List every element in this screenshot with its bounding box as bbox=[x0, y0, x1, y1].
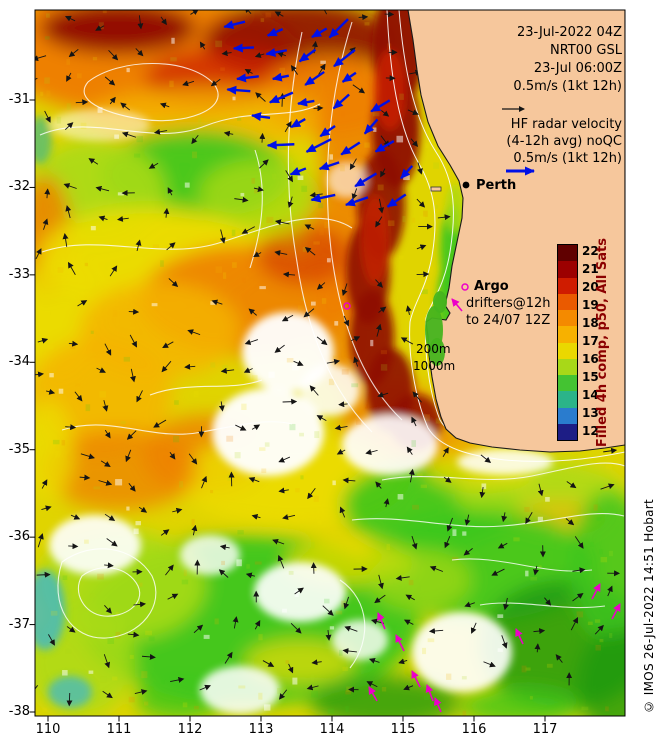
colorbar-segment bbox=[558, 375, 577, 392]
current-vector-arrows-layer bbox=[35, 10, 621, 707]
y-tick-label: -32 bbox=[8, 179, 30, 195]
colorbar-segment bbox=[558, 293, 577, 310]
drifter-arrow-icon bbox=[425, 684, 434, 702]
cape-vegetation-patch bbox=[433, 291, 447, 313]
isobath-200m-label: 200m bbox=[416, 342, 451, 356]
drifter-arrow-icon bbox=[368, 686, 378, 702]
x-tick-label: 114 bbox=[319, 722, 345, 737]
y-tick-label: -37 bbox=[8, 616, 30, 632]
colorbar-segment bbox=[558, 391, 577, 408]
colorbar-segment bbox=[558, 423, 577, 440]
colorbar-tick-label: 15 bbox=[582, 370, 599, 384]
sst-speckle-layer bbox=[39, 10, 613, 716]
y-tick-label: -38 bbox=[8, 704, 30, 719]
y-tick-label: -35 bbox=[8, 441, 30, 457]
drifter-arrow-icon bbox=[395, 634, 405, 652]
colorbar-tick-label: 16 bbox=[582, 352, 599, 366]
rottnest-island bbox=[430, 186, 442, 192]
argo-legend-marker-icon bbox=[461, 283, 469, 291]
hf-radar-arrows-layer bbox=[223, 18, 414, 208]
drifter-arrow-icon bbox=[377, 612, 386, 630]
hf-radar-label-1: HF radar velocity bbox=[510, 117, 622, 132]
composite-time-label: 23-Jul-2022 04Z bbox=[517, 25, 622, 40]
sst-colorbar bbox=[557, 244, 578, 441]
hf-radar-label-2: (4-12h avg) noQC bbox=[506, 134, 622, 149]
isobath-1000m-label: 1000m bbox=[413, 359, 456, 373]
colorbar-segment bbox=[558, 358, 577, 375]
x-tick-label: 117 bbox=[532, 722, 558, 737]
x-tick-label: 112 bbox=[177, 722, 203, 737]
cape-vegetation-patch bbox=[429, 338, 445, 366]
x-tick-label: 115 bbox=[390, 722, 416, 737]
colorbar-tick-label: 22 bbox=[582, 244, 599, 258]
colorbar-tick-label: 21 bbox=[582, 262, 599, 276]
model-scale-label: 0.5m/s (1kt 12h) bbox=[513, 79, 622, 94]
y-tick-label: -36 bbox=[8, 529, 30, 545]
colorbar-tick-label: 14 bbox=[582, 388, 599, 402]
drifters-legend-date: to 24/07 12Z bbox=[466, 313, 551, 328]
y-tick-label: -33 bbox=[8, 266, 30, 282]
colorbar-segment bbox=[558, 261, 577, 278]
y-tick-label: -34 bbox=[8, 354, 30, 370]
timestamp-block: 23-Jul-2022 04Z NRT00 GSL 23-Jul 06:00Z … bbox=[513, 24, 622, 96]
perth-city-marker-icon bbox=[462, 181, 470, 189]
colorbar-tick-label: 20 bbox=[582, 280, 599, 294]
drifter-arrow-icon bbox=[451, 298, 463, 312]
hf-radar-block: HF radar velocity (4-12h avg) noQC 0.5m/… bbox=[506, 116, 622, 167]
drifter-argo-layer bbox=[343, 181, 621, 713]
colorbar-tick-label: 19 bbox=[582, 298, 599, 312]
drifter-arrow-icon bbox=[411, 670, 421, 688]
colorbar-segment bbox=[558, 277, 577, 294]
argo-legend-label: Argo bbox=[474, 279, 509, 294]
colorbar-segment bbox=[558, 326, 577, 343]
isobath-1000m-contour bbox=[386, 10, 625, 462]
drifter-arrow-icon bbox=[434, 697, 442, 713]
model-name-label: NRT00 GSL bbox=[550, 43, 622, 58]
drifter-arrow-icon bbox=[515, 628, 524, 645]
x-tick-label: 113 bbox=[248, 722, 274, 737]
y-tick-label: -31 bbox=[8, 92, 30, 107]
hf-radar-scale-label: 0.5m/s (1kt 12h) bbox=[513, 151, 622, 166]
drifter-arrow-icon bbox=[611, 603, 621, 620]
plot-frame bbox=[34, 9, 626, 717]
colorbar-segment bbox=[558, 342, 577, 359]
x-tick-label: 110 bbox=[35, 722, 61, 737]
colorbar-tick-label: 18 bbox=[582, 316, 599, 330]
colorbar-tick-label: 12 bbox=[582, 424, 599, 438]
colorbar-label: Filled 4h comp, p50, All Sats bbox=[595, 237, 610, 448]
colorbar-label-wrap: Filled 4h comp, p50, All Sats bbox=[595, 238, 610, 447]
drifters-legend-label: drifters@12h bbox=[466, 296, 551, 311]
colorbar-segment bbox=[558, 310, 577, 327]
colorbar-tick-label: 13 bbox=[582, 406, 599, 420]
x-tick-label: 116 bbox=[461, 722, 487, 737]
colorbar-tick-label: 17 bbox=[582, 334, 599, 348]
x-tick-label: 111 bbox=[106, 722, 132, 737]
colorbar-segment bbox=[558, 245, 577, 262]
argo-float-marker-icon bbox=[343, 302, 351, 310]
colorbar-segment bbox=[558, 407, 577, 424]
copyright-label: © IMOS 26-Jul-2022 14:51 Hobart bbox=[642, 499, 656, 714]
perth-city-label: Perth bbox=[476, 178, 517, 193]
drifter-arrow-icon bbox=[591, 583, 601, 600]
model-time-label: 23-Jul 06:00Z bbox=[533, 61, 622, 76]
